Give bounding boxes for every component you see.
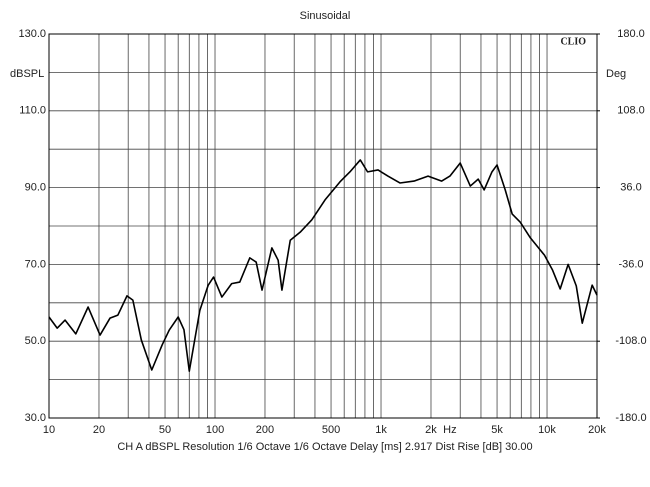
x-tick-label: 200	[256, 424, 274, 436]
y-tick-label: 70.0	[25, 258, 46, 270]
x-tick-label: 50	[159, 424, 171, 436]
response-line	[48, 159, 598, 372]
y-tick-label: 30.0	[25, 412, 46, 424]
plot-frame	[48, 33, 598, 419]
y2-axis-label: Deg	[606, 68, 626, 80]
x-unit: Hz	[443, 424, 456, 436]
x-tick-label: 100	[206, 424, 224, 436]
footer: CH A dBSPL Resolution 1/6 Octave 1/6 Oct…	[117, 441, 532, 453]
y2-tick-label: 180.0	[617, 28, 645, 40]
brand: CLIO	[560, 36, 586, 47]
x-tick-label: 1k	[375, 424, 387, 436]
x-tick-label: 20k	[588, 424, 606, 436]
x-tick-label: 10	[43, 424, 55, 436]
y-axis-label: dBSPL	[10, 68, 44, 80]
y-tick-label: 130.0	[18, 28, 46, 40]
x-tick-label: 10k	[538, 424, 556, 436]
y-tick-label: 110.0	[19, 105, 46, 117]
y2-tick-label: 108.0	[617, 105, 645, 117]
x-tick-label: 20	[93, 424, 105, 436]
x-tick-label: 2k	[425, 424, 437, 436]
x-tick-label: 500	[322, 424, 340, 436]
x-tick-label: 5k	[491, 424, 503, 436]
y2-tick-label: -36.0	[618, 258, 643, 270]
y2-tick-label: -180.0	[615, 412, 646, 424]
y2-tick-label: 36.0	[620, 182, 641, 194]
y2-tick-label: -108.0	[615, 335, 646, 347]
y-tick-label: 90.0	[25, 182, 46, 194]
y-tick-label: 50.0	[25, 335, 46, 347]
chart-title: Sinusoidal	[300, 10, 351, 22]
